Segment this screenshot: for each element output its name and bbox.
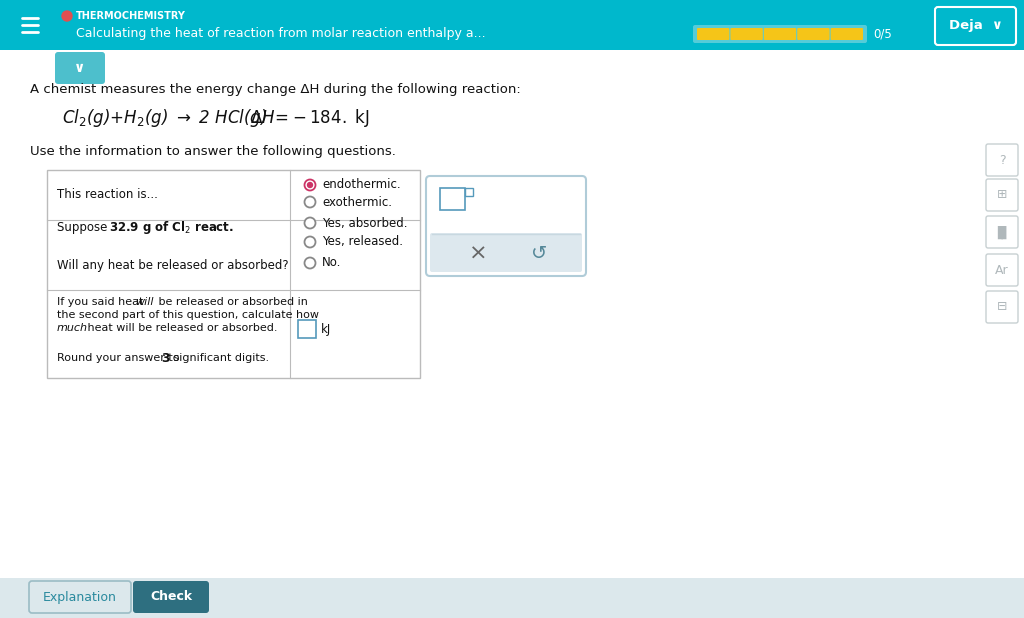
FancyBboxPatch shape [0,0,1024,50]
Text: will: will [135,297,154,307]
Text: significant digits.: significant digits. [170,353,269,363]
FancyBboxPatch shape [430,233,582,272]
FancyBboxPatch shape [830,28,863,40]
Text: kJ: kJ [321,323,331,336]
Text: the second part of this question, calculate how: the second part of this question, calcul… [57,310,319,320]
Text: 0/5: 0/5 [873,27,892,41]
Text: 3: 3 [161,352,170,365]
Text: $\Delta H\!=\!-184.$ kJ: $\Delta H\!=\!-184.$ kJ [250,107,370,129]
Text: Round your answer to: Round your answer to [57,353,183,363]
FancyBboxPatch shape [693,25,867,43]
Text: Explanation: Explanation [43,591,117,604]
Text: 32.9 g of Cl$_2$ react.: 32.9 g of Cl$_2$ react. [109,219,233,237]
Text: Will any heat be released or absorbed?: Will any heat be released or absorbed? [57,258,289,271]
Text: ⊟: ⊟ [996,300,1008,313]
FancyBboxPatch shape [55,52,105,84]
FancyBboxPatch shape [986,254,1018,286]
Circle shape [304,237,315,247]
FancyBboxPatch shape [298,320,316,338]
Circle shape [304,218,315,229]
Text: ▐▌: ▐▌ [992,226,1012,239]
FancyBboxPatch shape [986,179,1018,211]
FancyBboxPatch shape [47,170,420,378]
Text: much: much [57,323,88,333]
Text: ∨: ∨ [75,61,86,75]
FancyBboxPatch shape [0,578,1024,618]
Text: ?: ? [998,153,1006,166]
Text: No.: No. [322,256,341,269]
Text: ×: × [469,243,488,263]
FancyBboxPatch shape [465,188,473,196]
Circle shape [304,258,315,268]
Text: Deja  ∨: Deja ∨ [948,20,1002,33]
Text: Cl$_2$(g)+H$_2$(g) $\rightarrow$ 2 HCl(g): Cl$_2$(g)+H$_2$(g) $\rightarrow$ 2 HCl(g… [62,107,267,129]
FancyBboxPatch shape [986,291,1018,323]
FancyBboxPatch shape [29,581,131,613]
Text: Ar: Ar [995,263,1009,276]
FancyBboxPatch shape [440,188,465,210]
Text: exothermic.: exothermic. [322,195,392,208]
Text: Yes, released.: Yes, released. [322,235,403,248]
FancyBboxPatch shape [986,216,1018,248]
Text: Use the information to answer the following questions.: Use the information to answer the follow… [30,145,396,158]
Text: Yes, absorbed.: Yes, absorbed. [322,216,408,229]
Text: ↺: ↺ [531,244,548,263]
Text: If you said heat: If you said heat [57,297,146,307]
Text: Suppose: Suppose [57,221,112,234]
Text: A chemist measures the energy change ΔH during the following reaction:: A chemist measures the energy change ΔH … [30,83,521,96]
FancyBboxPatch shape [426,176,586,276]
FancyBboxPatch shape [697,28,729,40]
Text: ⊞: ⊞ [996,188,1008,201]
Text: THERMOCHEMISTRY: THERMOCHEMISTRY [76,11,186,21]
Text: heat will be released or absorbed.: heat will be released or absorbed. [84,323,278,333]
Text: be released or absorbed in: be released or absorbed in [155,297,308,307]
Text: This reaction is...: This reaction is... [57,188,158,201]
FancyBboxPatch shape [935,7,1016,45]
Circle shape [304,197,315,208]
FancyBboxPatch shape [133,581,209,613]
Circle shape [304,179,315,190]
FancyBboxPatch shape [730,28,763,40]
Text: endothermic.: endothermic. [322,179,400,192]
FancyBboxPatch shape [798,28,829,40]
Text: Check: Check [150,591,193,604]
Circle shape [307,182,312,187]
Circle shape [62,11,72,21]
Text: Calculating the heat of reaction from molar reaction enthalpy a...: Calculating the heat of reaction from mo… [76,27,485,41]
FancyBboxPatch shape [764,28,797,40]
FancyBboxPatch shape [986,144,1018,176]
